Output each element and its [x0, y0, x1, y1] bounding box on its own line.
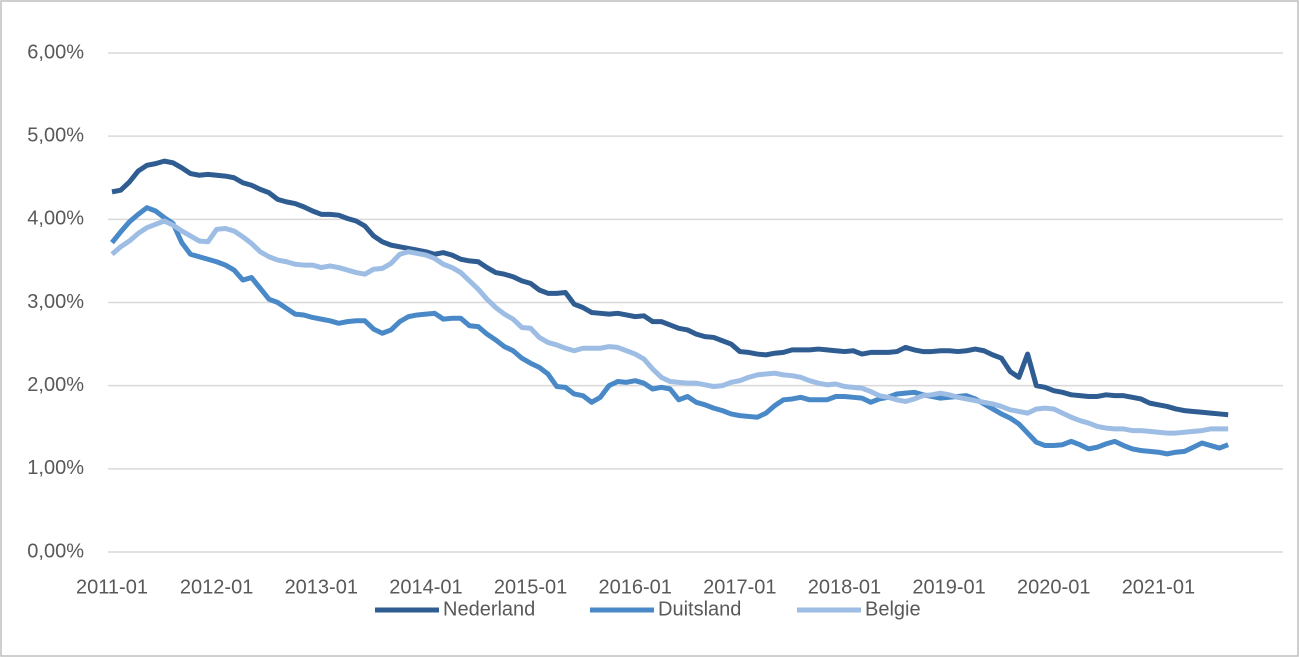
- x-tick-label: 2017-01: [703, 576, 776, 598]
- x-tick-label: 2019-01: [912, 576, 985, 598]
- x-tick-label: 2014-01: [389, 576, 462, 598]
- x-tick-label: 2011-01: [76, 576, 148, 598]
- x-tick-label: 2018-01: [808, 576, 881, 598]
- y-tick-label: 5,00%: [27, 124, 84, 146]
- y-tick-label: 1,00%: [27, 457, 84, 479]
- legend-label: Duitsland: [658, 598, 741, 620]
- x-tick-label: 2012-01: [180, 576, 253, 598]
- x-tick-label: 2016-01: [598, 576, 671, 598]
- line-series: [110, 205, 1230, 457]
- x-tick-label: 2013-01: [285, 576, 358, 598]
- x-tick-label: 2015-01: [494, 576, 567, 598]
- y-tick-label: 4,00%: [27, 208, 84, 230]
- line-series: [111, 158, 1229, 418]
- y-tick-label: 6,00%: [27, 41, 84, 63]
- x-tick-label: 2020-01: [1017, 576, 1090, 598]
- legend-label: Nederland: [443, 598, 535, 620]
- x-tick-label: 2021-01: [1122, 576, 1195, 598]
- legend-label: Belgie: [865, 598, 921, 620]
- y-tick-label: 3,00%: [27, 291, 84, 313]
- line-series: [110, 218, 1229, 436]
- y-tick-label: 2,00%: [27, 374, 84, 396]
- y-tick-label: 0,00%: [27, 540, 84, 562]
